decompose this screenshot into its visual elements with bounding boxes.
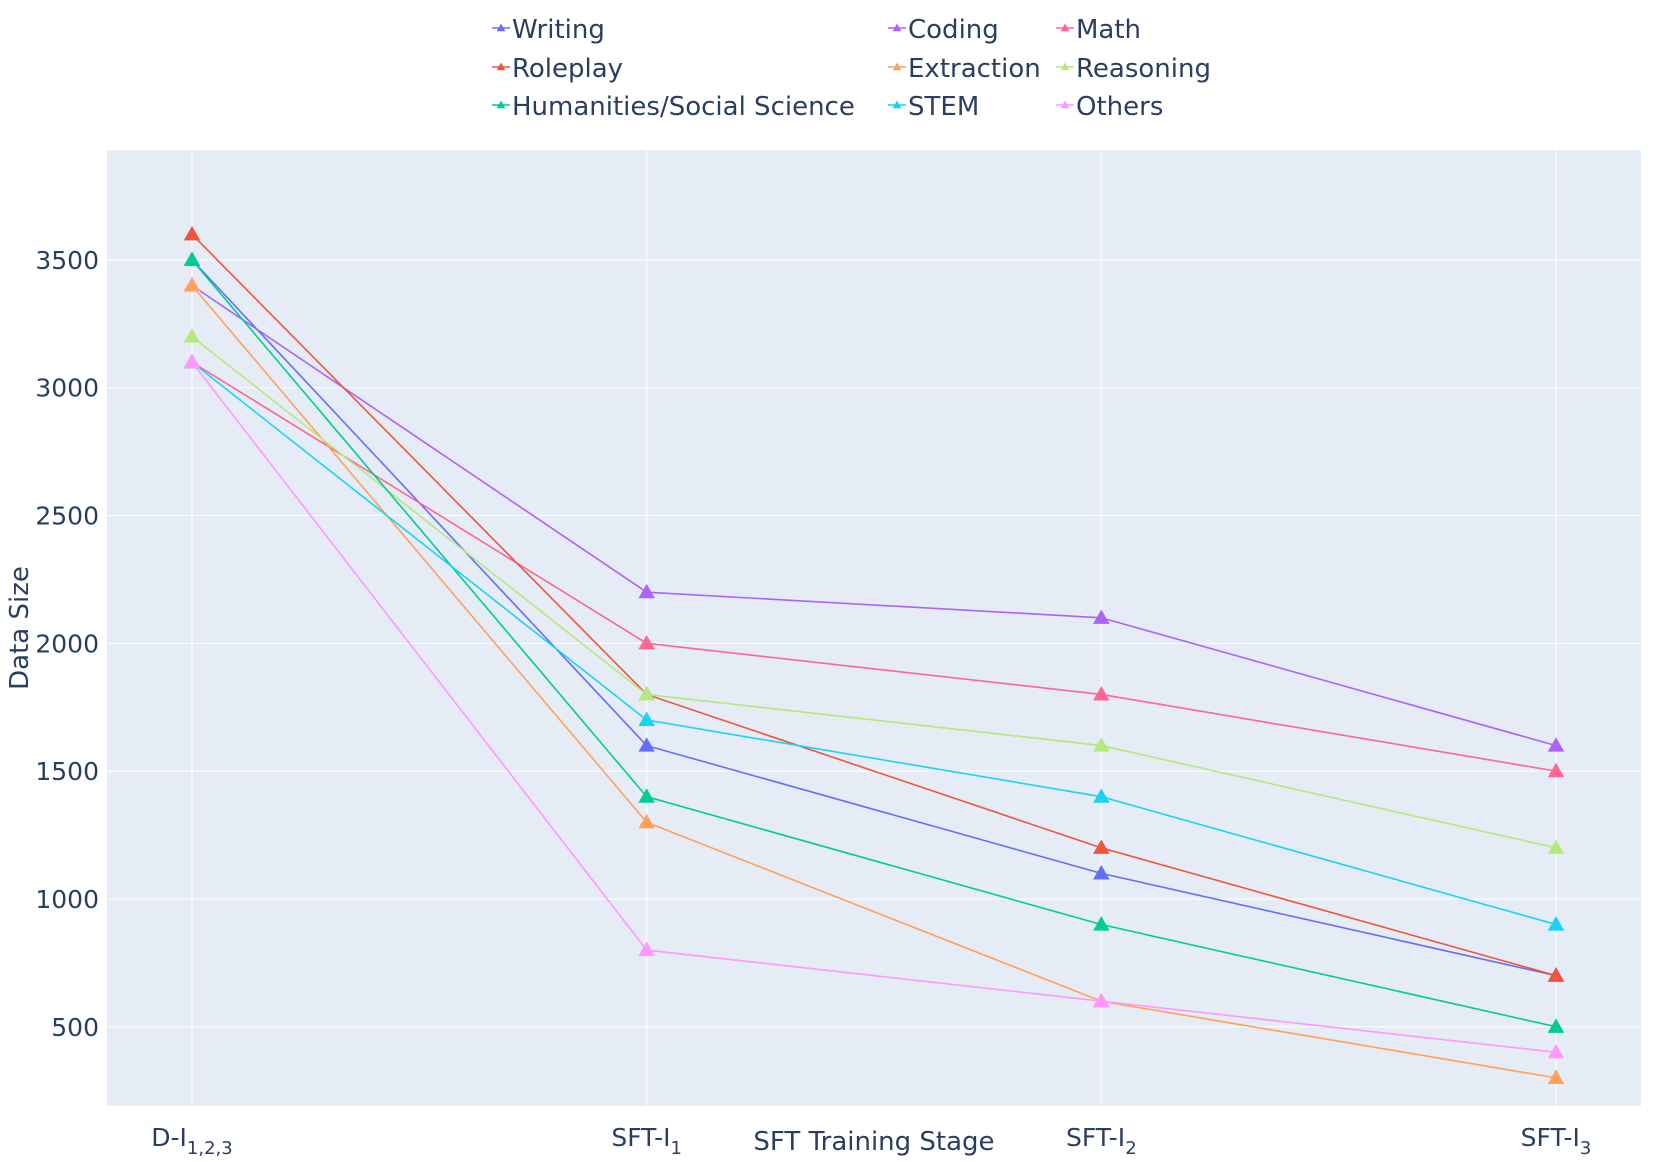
data-point-writing [1093, 865, 1110, 880]
data-point-others [183, 353, 201, 369]
series-line-stem [191, 361, 1557, 926]
x-tick-label: SFT-I2 [1066, 1123, 1137, 1159]
legend-label: Writing [512, 15, 605, 45]
data-point-humanities-social-science [1093, 916, 1110, 931]
data-point-roleplay [1093, 839, 1110, 854]
legend-swatch-marker [892, 62, 902, 71]
legend-item[interactable]: Humanities/Social Science [492, 92, 855, 122]
legend-swatch-marker [1060, 23, 1070, 32]
data-point-extraction [183, 277, 201, 292]
legend-label: Others [1076, 92, 1163, 122]
data-point-reasoning [1093, 737, 1110, 752]
y-axis-ticks: 500 1000 1500 2000 2500 3000 3500 [35, 246, 99, 1042]
data-point-stem [638, 711, 655, 727]
y-tick-label: 500 [51, 1013, 99, 1042]
data-point-humanities-social-science [183, 251, 201, 266]
y-tick-label: 3000 [35, 374, 99, 403]
legend-label: Extraction [908, 54, 1041, 84]
data-point-others [1547, 1043, 1565, 1059]
x-tick-label: SFT-I3 [1521, 1123, 1592, 1159]
data-point-coding [1547, 737, 1565, 752]
data-point-coding [638, 583, 655, 599]
legend-label: Math [1076, 15, 1141, 45]
data-point-stem [1093, 788, 1110, 803]
legend-item[interactable]: STEM [888, 92, 979, 122]
legend-item[interactable]: Roleplay [492, 54, 623, 84]
data-point-others [1093, 992, 1110, 1008]
legend-label: Roleplay [512, 54, 623, 84]
data-point-humanities-social-science [638, 788, 655, 803]
legend: Writing Coding Math Roleplay Extraction Reaso… [492, 15, 1211, 122]
legend-item[interactable]: Math [1056, 15, 1141, 45]
legend-swatch-marker [892, 23, 902, 32]
data-point-roleplay [1547, 967, 1565, 982]
legend-swatch-marker [1060, 62, 1070, 71]
data-point-extraction [638, 813, 655, 829]
data-point-writing [638, 737, 655, 752]
series-line-roleplay [191, 233, 1557, 977]
data-point-math [1547, 762, 1565, 778]
plot-area [107, 150, 1641, 1106]
legend-swatch-marker [496, 100, 506, 109]
legend-swatch-marker [496, 62, 506, 71]
data-point-math [638, 634, 655, 650]
data-point-roleplay [183, 225, 201, 241]
data-point-reasoning [638, 686, 655, 701]
legend-swatch-marker [892, 100, 902, 109]
series-line-math [191, 361, 1557, 772]
legend-item[interactable]: Reasoning [1056, 54, 1211, 84]
series-line-others [191, 361, 1557, 1054]
legend-label: STEM [908, 92, 979, 122]
legend-item[interactable]: Coding [888, 15, 999, 45]
y-tick-label: 2500 [35, 502, 99, 531]
series-line-coding [191, 284, 1557, 747]
series-markers [183, 225, 1565, 1084]
series-line-extraction [191, 284, 1557, 1079]
series-lines [191, 233, 1557, 1079]
data-point-coding [1093, 609, 1110, 624]
data-point-others [638, 941, 655, 957]
data-point-reasoning [183, 328, 201, 343]
legend-swatch-marker [496, 23, 506, 32]
data-point-stem [1547, 916, 1565, 931]
x-tick-label: SFT-I1 [611, 1123, 682, 1159]
data-point-extraction [1547, 1069, 1565, 1084]
legend-swatch-marker [1060, 100, 1070, 109]
y-tick-label: 1000 [35, 885, 99, 914]
data-point-math [1093, 686, 1110, 701]
legend-label: Coding [908, 15, 999, 45]
y-tick-label: 2000 [35, 629, 99, 658]
data-point-humanities-social-science [1547, 1018, 1565, 1033]
y-tick-label: 1500 [35, 757, 99, 786]
x-axis-ticks: D-I1,2,3 SFT-I1 SFT-I2 SFT-I3 [151, 1123, 1591, 1159]
legend-item[interactable]: Writing [492, 15, 605, 45]
legend-item[interactable]: Others [1056, 92, 1163, 122]
y-axis-title: Data Size [5, 566, 35, 690]
series-line-reasoning [191, 335, 1557, 849]
series-line-humanities-social-science [191, 259, 1557, 1028]
x-tick-label: D-I1,2,3 [151, 1123, 232, 1159]
legend-label: Humanities/Social Science [512, 92, 855, 122]
legend-label: Reasoning [1076, 54, 1211, 84]
y-tick-label: 3500 [35, 246, 99, 275]
legend-item[interactable]: Extraction [888, 54, 1041, 84]
x-axis-title: SFT Training Stage [753, 1127, 994, 1157]
data-point-reasoning [1547, 839, 1565, 854]
